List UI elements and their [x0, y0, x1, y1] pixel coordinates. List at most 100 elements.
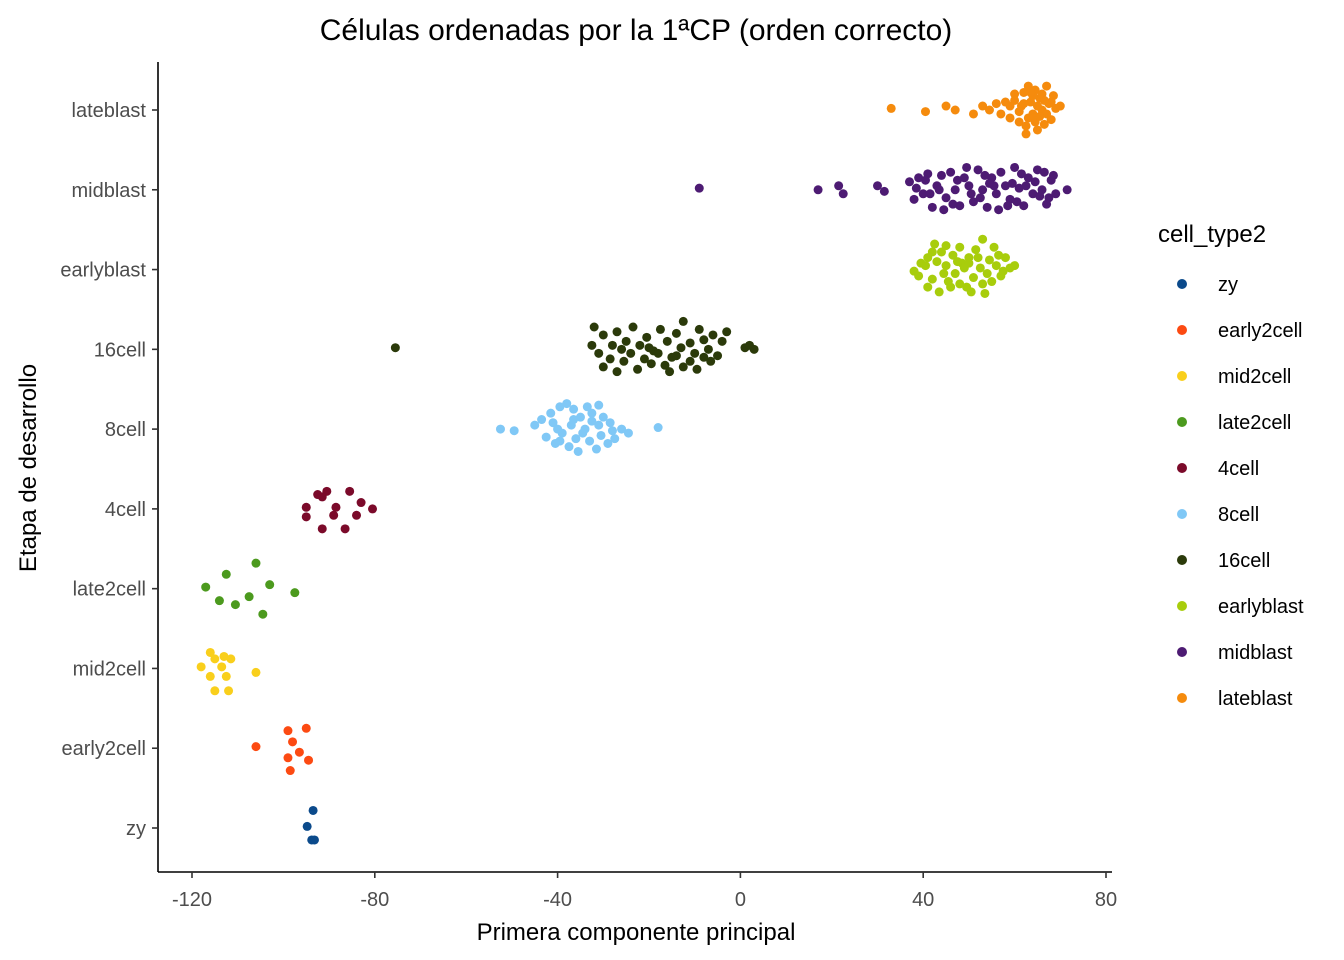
data-point-16cell: [598, 330, 608, 340]
data-point-16cell: [642, 332, 652, 342]
data-point-16cell: [749, 344, 759, 354]
data-point-16cell: [635, 340, 645, 350]
data-point-late2cell: [214, 596, 224, 606]
data-point-late2cell: [201, 582, 211, 592]
legend-label-4cell: 4cell: [1218, 458, 1259, 480]
data-point-16cell: [699, 335, 709, 345]
data-point-4cell: [352, 510, 362, 520]
data-point-midblast: [927, 202, 937, 212]
data-point-earlyblast: [1000, 253, 1010, 263]
data-point-midblast: [838, 189, 848, 199]
data-point-8cell: [587, 416, 597, 426]
data-point-earlyblast: [994, 250, 1004, 260]
data-point-mid2cell: [205, 647, 215, 657]
data-point-8cell: [530, 420, 540, 430]
data-point-4cell: [356, 498, 366, 508]
x-tick-label: -80: [360, 889, 389, 911]
data-point-zy: [302, 821, 312, 831]
data-point-8cell: [495, 424, 505, 434]
legend-title: cell_type2: [1158, 221, 1266, 248]
data-point-early2cell: [301, 723, 311, 733]
y-tick-label: 4cell: [105, 499, 146, 521]
data-point-8cell: [607, 426, 617, 436]
data-point-earlyblast: [975, 263, 985, 273]
data-point-mid2cell: [210, 654, 220, 664]
data-point-4cell: [301, 512, 311, 522]
data-point-lateblast: [1014, 107, 1024, 117]
legend-key-earlyblast: [1177, 601, 1187, 611]
data-points: [196, 81, 1072, 845]
data-point-midblast: [879, 186, 889, 196]
data-point-8cell: [541, 432, 551, 442]
chart-title: Células ordenadas por la 1ªCP (orden cor…: [320, 14, 953, 47]
data-point-early2cell: [285, 766, 295, 776]
data-point-16cell: [703, 344, 713, 354]
data-point-8cell: [562, 399, 572, 409]
data-point-late2cell: [244, 592, 254, 602]
legend-label-late2cell: late2cell: [1218, 412, 1291, 434]
data-point-earlyblast: [964, 258, 974, 268]
data-point-16cell: [605, 354, 615, 364]
data-point-midblast: [1032, 165, 1042, 175]
data-point-8cell: [537, 415, 547, 425]
data-point-4cell: [345, 486, 355, 496]
data-point-earlyblast: [923, 282, 933, 292]
data-point-lateblast: [996, 109, 1006, 119]
data-point-16cell: [639, 354, 649, 364]
data-point-midblast: [1062, 185, 1072, 195]
data-point-midblast: [904, 177, 914, 187]
data-point-lateblast: [1042, 81, 1052, 91]
data-point-midblast: [1014, 183, 1024, 193]
data-point-midblast: [873, 181, 882, 191]
data-point-earlyblast: [989, 242, 999, 252]
data-point-lateblast: [991, 99, 1001, 109]
data-point-midblast: [1030, 177, 1040, 187]
data-point-midblast: [1051, 189, 1061, 199]
data-point-4cell: [317, 492, 327, 502]
data-point-16cell: [617, 344, 627, 354]
data-point-late2cell: [230, 600, 240, 610]
data-point-16cell: [633, 364, 643, 374]
x-tick-label: -120: [172, 889, 212, 911]
data-point-16cell: [690, 348, 700, 358]
data-point-8cell: [585, 436, 595, 446]
y-axis-title: Etapa de desarrollo: [15, 364, 42, 572]
data-point-8cell: [571, 434, 581, 444]
data-point-midblast: [1019, 201, 1029, 211]
data-point-16cell: [685, 338, 695, 348]
legend-key-16cell: [1177, 555, 1187, 565]
data-point-4cell: [368, 504, 378, 514]
data-point-4cell: [317, 524, 327, 534]
legend-key-late2cell: [1177, 417, 1187, 427]
data-point-4cell: [340, 524, 350, 534]
data-point-lateblast: [1039, 95, 1049, 105]
data-point-8cell: [555, 402, 565, 412]
data-point-earlyblast: [941, 241, 951, 251]
data-point-earlyblast: [936, 247, 946, 257]
data-point-late2cell: [265, 580, 275, 590]
data-point-16cell: [589, 322, 599, 332]
data-point-mid2cell: [205, 671, 215, 681]
data-point-16cell: [662, 336, 672, 346]
data-point-16cell: [626, 348, 636, 358]
data-point-earlyblast: [978, 279, 988, 289]
legend-key-lateblast: [1177, 693, 1187, 703]
data-point-earlyblast: [946, 282, 956, 292]
data-point-midblast: [994, 205, 1004, 215]
data-point-midblast: [813, 185, 823, 195]
data-point-midblast: [911, 183, 921, 193]
data-point-lateblast: [950, 105, 960, 115]
data-point-16cell: [598, 362, 608, 372]
data-point-midblast: [1035, 191, 1045, 201]
data-point-lateblast: [1039, 119, 1049, 129]
data-point-16cell: [717, 336, 727, 346]
y-tick-label: zy: [126, 818, 146, 840]
data-point-16cell: [390, 343, 400, 353]
data-point-lateblast: [1023, 113, 1033, 123]
data-point-lateblast: [941, 101, 951, 111]
data-point-early2cell: [283, 726, 293, 736]
data-point-earlyblast: [982, 269, 992, 279]
data-point-midblast: [955, 201, 965, 211]
data-point-16cell: [612, 327, 622, 337]
